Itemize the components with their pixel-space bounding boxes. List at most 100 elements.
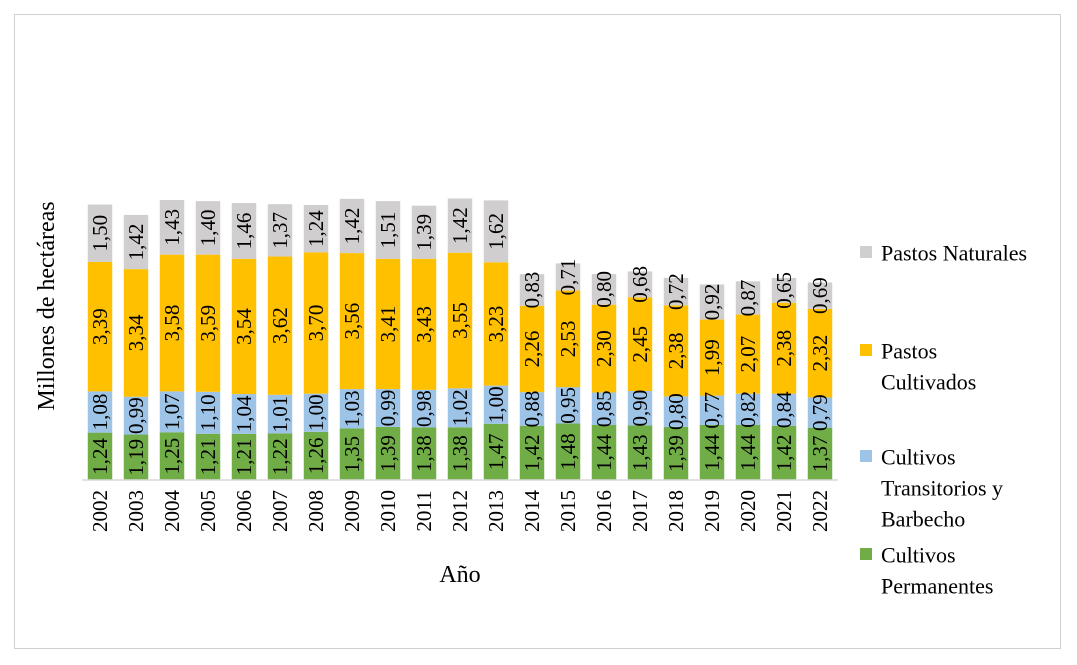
x-tick-label-2004: 2004 <box>160 490 184 533</box>
data-label-2004-series-2: 3,58 <box>160 305 184 342</box>
data-label-2017-series-0: 1,43 <box>628 434 652 471</box>
data-label-2010-series-2: 3,41 <box>376 306 400 343</box>
x-tick-label-2014: 2014 <box>520 490 544 533</box>
data-label-2003-series-3: 1,42 <box>124 224 148 261</box>
data-label-2020-series-1: 0,82 <box>736 391 760 428</box>
x-tick-label-2012: 2012 <box>448 490 472 532</box>
data-label-2016-series-0: 1,44 <box>592 434 616 471</box>
data-label-2002-series-3: 1,50 <box>88 215 112 252</box>
bar-segment-2007-series-0 <box>267 433 293 480</box>
data-label-2021-series-2: 2,38 <box>772 330 796 367</box>
data-label-2014-series-3: 0,83 <box>520 272 544 309</box>
data-label-2011-series-0: 1,38 <box>412 435 436 472</box>
data-label-2011-series-3: 1,39 <box>412 214 436 251</box>
bar-segment-2014-series-1 <box>519 392 545 426</box>
bar-segment-2019-series-2 <box>699 319 725 396</box>
bar-segment-2010-series-0 <box>375 426 401 480</box>
legend-label-series-2-line-1: Cultivados <box>881 370 976 395</box>
bar-segment-2009-series-0 <box>339 428 365 480</box>
bar-segment-2002-series-2 <box>87 261 113 392</box>
data-label-2002-series-0: 1,24 <box>88 437 112 474</box>
bar-segment-2012-series-0 <box>447 427 473 480</box>
bar-segment-2007-series-2 <box>267 256 293 395</box>
data-label-2008-series-3: 1,24 <box>304 210 328 247</box>
x-tick-label-2010: 2010 <box>376 490 400 532</box>
data-label-2015-series-3: 0,71 <box>556 259 580 296</box>
data-label-2007-series-0: 1,22 <box>268 438 292 475</box>
bar-segment-2021-series-3 <box>771 277 797 303</box>
data-label-2006-series-0: 1,21 <box>232 439 256 476</box>
data-label-2010-series-1: 0,99 <box>376 390 400 427</box>
bar-segment-2015-series-1 <box>555 387 581 424</box>
bar-segment-2004-series-0 <box>159 432 185 480</box>
x-tick-label-2008: 2008 <box>304 490 328 532</box>
bar-segment-2003-series-1 <box>123 396 149 435</box>
bar-segment-2009-series-2 <box>339 253 365 390</box>
bar-segment-2016-series-3 <box>591 274 617 305</box>
data-label-2012-series-2: 3,55 <box>448 302 472 339</box>
bar-segment-2021-series-1 <box>771 393 797 426</box>
bar-segment-2013-series-1 <box>483 385 509 424</box>
bar-segment-2017-series-1 <box>627 390 653 426</box>
x-tick-label-2013: 2013 <box>484 490 508 532</box>
x-tick-label-2017: 2017 <box>628 490 652 532</box>
data-label-2016-series-3: 0,80 <box>592 271 616 308</box>
data-label-2007-series-1: 1,01 <box>268 396 292 433</box>
bar-segment-2017-series-3 <box>627 271 653 298</box>
bar-segment-2015-series-0 <box>555 423 581 480</box>
x-axis-title: Año <box>439 562 480 588</box>
data-label-2013-series-2: 3,23 <box>484 306 508 343</box>
bar-segment-2005-series-0 <box>195 433 221 480</box>
data-label-2008-series-0: 1,26 <box>304 438 328 475</box>
legend-label-series-1-line-2: Barbecho <box>881 507 965 532</box>
x-tick-label-2015: 2015 <box>556 490 580 532</box>
chart-frame: 2002 2003 2004 2005 2006 2007 2008 2009 2010 2011… <box>14 14 1061 649</box>
legend-label-series-3-line-0: Pastos Naturales <box>881 241 1027 266</box>
data-label-2019-series-2: 1,99 <box>700 339 724 376</box>
bar-segment-2022-series-1 <box>807 397 833 428</box>
data-label-2014-series-2: 2,26 <box>520 331 544 368</box>
data-label-2003-series-1: 0,99 <box>124 397 148 434</box>
bar-segment-2008-series-0 <box>303 431 329 480</box>
data-label-2022-series-2: 2,32 <box>808 335 832 372</box>
bar-segment-2022-series-2 <box>807 308 833 398</box>
bar-segment-2018-series-1 <box>663 396 689 427</box>
bar-segment-2019-series-0 <box>699 424 725 480</box>
data-label-2018-series-0: 1,39 <box>664 435 688 472</box>
data-label-2005-series-3: 1,40 <box>196 210 220 247</box>
bar-segment-2022-series-3 <box>807 282 833 309</box>
bar-segment-2016-series-0 <box>591 424 617 480</box>
legend-label-series-0-line-1: Permanentes <box>881 574 993 599</box>
data-label-2007-series-2: 3,62 <box>268 307 292 344</box>
x-ticks-layer: 2002 2003 2004 2005 2006 2007 2008 2009 2010 2011… <box>88 490 832 533</box>
data-label-2021-series-1: 0,84 <box>772 391 796 428</box>
bar-segment-2005-series-2 <box>195 254 221 392</box>
y-axis-title: Millones de hectáreas <box>34 201 60 410</box>
bar-segment-2012-series-2 <box>447 252 473 389</box>
stacked-bar-chart: 2002 2003 2004 2005 2006 2007 2008 2009 2010 2011… <box>34 198 1027 599</box>
data-label-2006-series-3: 1,46 <box>232 213 256 250</box>
data-label-2005-series-2: 3,59 <box>196 305 220 342</box>
bar-segment-2011-series-1 <box>411 389 437 428</box>
data-label-2022-series-0: 1,37 <box>808 435 832 472</box>
legend-swatch-series-2 <box>860 344 872 356</box>
bar-segment-2020-series-3 <box>735 281 761 315</box>
legend-swatch-series-0 <box>860 548 872 560</box>
bar-segment-2011-series-0 <box>411 427 437 480</box>
x-tick-label-2002: 2002 <box>88 490 112 532</box>
data-label-2016-series-1: 0,85 <box>592 390 616 427</box>
data-label-2005-series-1: 1,10 <box>196 394 220 431</box>
legend-label-series-2-line-0: Pastos <box>881 339 937 364</box>
bar-segment-2021-series-2 <box>771 302 797 394</box>
bar-segment-2009-series-3 <box>339 198 365 254</box>
data-label-2022-series-3: 0,69 <box>808 277 832 314</box>
bar-segment-2008-series-2 <box>303 252 329 394</box>
bar-segment-2021-series-0 <box>771 425 797 480</box>
data-label-2013-series-3: 1,62 <box>484 213 508 250</box>
bar-segment-2006-series-0 <box>231 433 257 480</box>
x-tick-label-2003: 2003 <box>124 490 148 532</box>
x-tick-label-2021: 2021 <box>772 490 796 532</box>
data-label-2018-series-2: 2,38 <box>664 333 688 370</box>
data-label-2013-series-1: 1,00 <box>484 386 508 423</box>
bar-segment-2011-series-3 <box>411 205 437 259</box>
